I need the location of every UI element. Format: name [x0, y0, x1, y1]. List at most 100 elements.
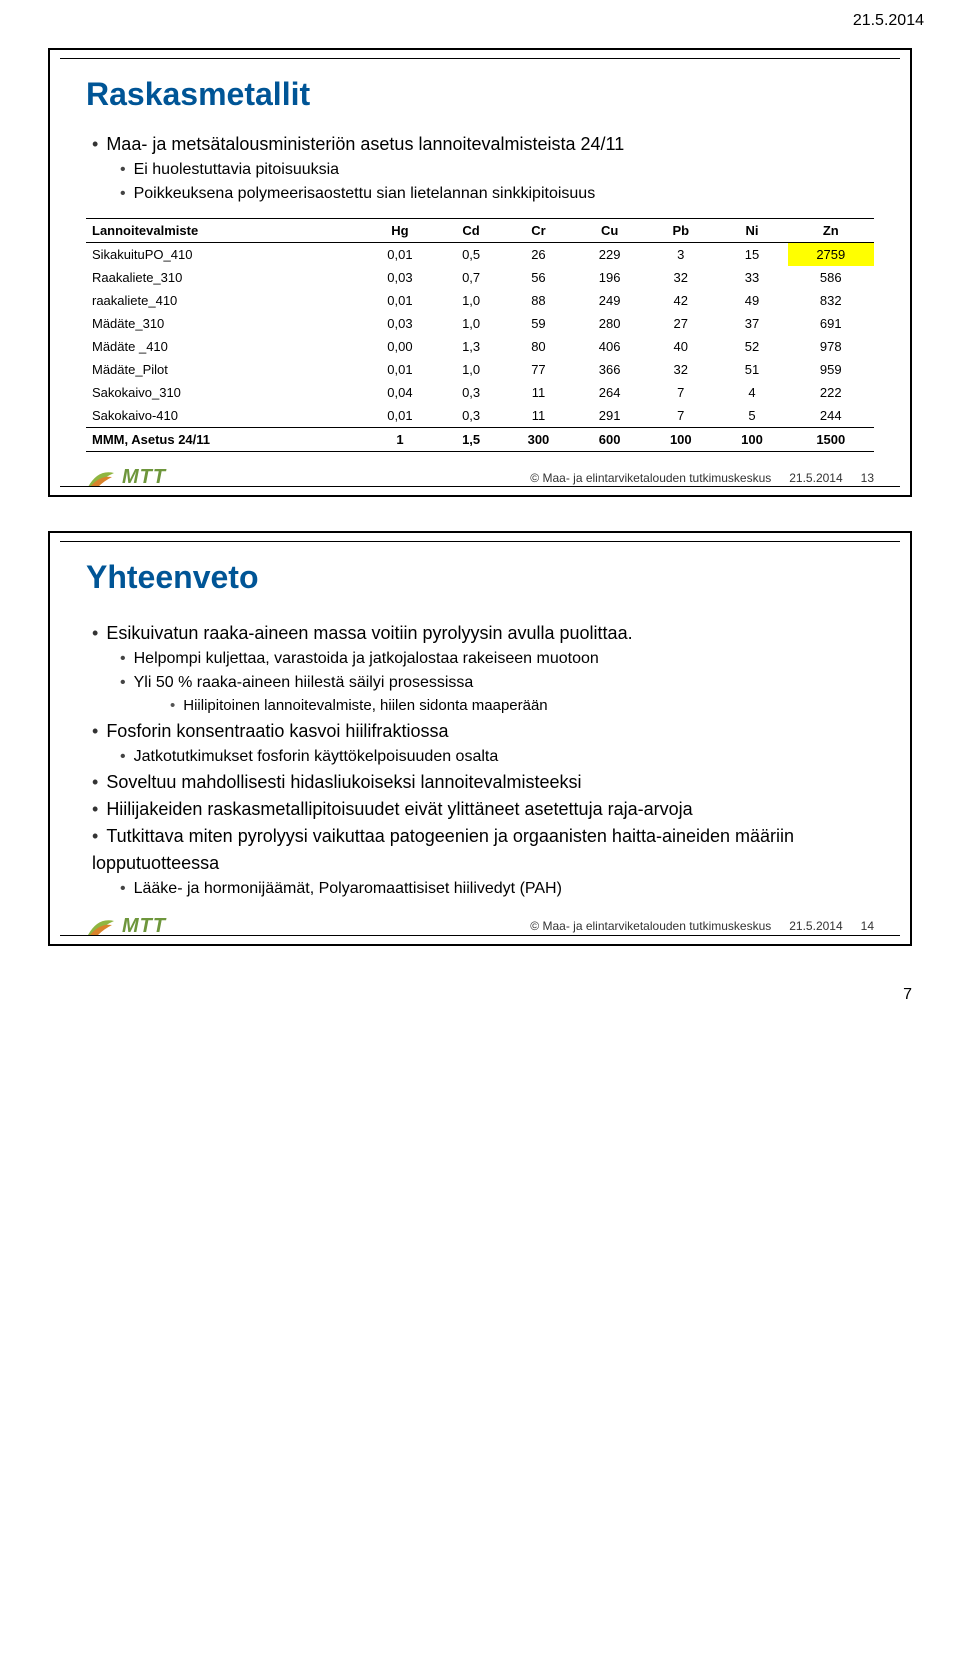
table-cell: 100	[716, 428, 787, 452]
table-cell: 7	[645, 404, 716, 428]
table-row: MMM, Asetus 24/1111,53006001001001500	[86, 428, 874, 452]
table-cell: 0,01	[361, 404, 440, 428]
table-cell: 26	[503, 243, 574, 267]
table-cell: 300	[503, 428, 574, 452]
table-cell: 1500	[788, 428, 874, 452]
slide-yhteenveto: Yhteenveto Esikuivatun raaka-aineen mass…	[48, 531, 912, 946]
slide2-bullets: Esikuivatun raaka-aineen massa voitiin p…	[86, 620, 874, 901]
table-cell: MMM, Asetus 24/11	[86, 428, 361, 452]
table-cell: 42	[645, 289, 716, 312]
table-cell: 0,7	[439, 266, 503, 289]
table-row: Mädäte_Pilot0,011,0773663251959	[86, 358, 874, 381]
table-header: Cr	[503, 219, 574, 243]
table-cell: 2759	[788, 243, 874, 267]
table-row: SikakuituPO_4100,010,5262293152759	[86, 243, 874, 267]
table-cell: 978	[788, 335, 874, 358]
rule-bottom	[60, 486, 900, 487]
table-cell: 406	[574, 335, 645, 358]
table-cell: 77	[503, 358, 574, 381]
table-cell: 15	[716, 243, 787, 267]
table-cell: 3	[645, 243, 716, 267]
bullet-text: Esikuivatun raaka-aineen massa voitiin p…	[106, 623, 632, 643]
footer-copyright: © Maa- ja elintarviketalouden tutkimuske…	[530, 919, 771, 933]
bullet-text: Ei huolestuttavia pitoisuuksia	[134, 161, 339, 178]
table-cell: 51	[716, 358, 787, 381]
table-cell: 600	[574, 428, 645, 452]
table-cell: 11	[503, 404, 574, 428]
table-cell: 832	[788, 289, 874, 312]
slide-number: 13	[861, 471, 874, 485]
table-cell: 222	[788, 381, 874, 404]
table-cell: Sakokaivo-410	[86, 404, 361, 428]
table-cell: 7	[645, 381, 716, 404]
footer-date: 21.5.2014	[789, 919, 842, 933]
table-cell: 1,3	[439, 335, 503, 358]
table-header: Cd	[439, 219, 503, 243]
bullet-text: Tutkittava miten pyrolyysi vaikuttaa pat…	[92, 826, 794, 873]
bullet-text: Fosforin konsentraatio kasvoi hiilifrakt…	[106, 721, 448, 741]
table-header: Cu	[574, 219, 645, 243]
table-cell: 32	[645, 358, 716, 381]
table-cell: 0,3	[439, 404, 503, 428]
table-cell: 1,0	[439, 289, 503, 312]
table-cell: 0,5	[439, 243, 503, 267]
table-header: Hg	[361, 219, 440, 243]
table-row: raakaliete_4100,011,0882494249832	[86, 289, 874, 312]
table-cell: 366	[574, 358, 645, 381]
bullet-text: Lääke- ja hormonijäämät, Polyaromaattisi…	[134, 880, 562, 897]
bullet-text: Poikkeuksena polymeerisaostettu sian lie…	[134, 185, 596, 202]
table-cell: 291	[574, 404, 645, 428]
table-row: Raakaliete_3100,030,7561963233586	[86, 266, 874, 289]
table-header: Zn	[788, 219, 874, 243]
table-cell: 4	[716, 381, 787, 404]
table-cell: 100	[645, 428, 716, 452]
table-cell: 40	[645, 335, 716, 358]
table-cell: 11	[503, 381, 574, 404]
table-cell: 586	[788, 266, 874, 289]
bullet-text: Helpompi kuljettaa, varastoida ja jatkoj…	[134, 650, 599, 667]
table-cell: 56	[503, 266, 574, 289]
table-cell: 52	[716, 335, 787, 358]
table-cell: 88	[503, 289, 574, 312]
rule-top	[60, 58, 900, 59]
table-cell: 80	[503, 335, 574, 358]
table-cell: 32	[645, 266, 716, 289]
table-cell: 691	[788, 312, 874, 335]
table-cell: 1,0	[439, 358, 503, 381]
slide2-title: Yhteenveto	[86, 559, 874, 596]
table-cell: 249	[574, 289, 645, 312]
rule-top	[60, 541, 900, 542]
table-cell: 0,01	[361, 289, 440, 312]
table-cell: 0,03	[361, 312, 440, 335]
table-cell: 0,00	[361, 335, 440, 358]
table-cell: Sakokaivo_310	[86, 381, 361, 404]
table-cell: Mädäte _410	[86, 335, 361, 358]
table-cell: 1,5	[439, 428, 503, 452]
table-cell: 280	[574, 312, 645, 335]
table-cell: 0,01	[361, 243, 440, 267]
table-cell: 27	[645, 312, 716, 335]
bullet-text: Hiilijakeiden raskasmetallipitoisuudet e…	[106, 799, 692, 819]
table-header: Ni	[716, 219, 787, 243]
table-row: Mädäte _4100,001,3804064052978	[86, 335, 874, 358]
table-header: Lannoitevalmiste	[86, 219, 361, 243]
table-cell: 1	[361, 428, 440, 452]
bullet-text: Maa- ja metsätalousministeriön asetus la…	[106, 134, 624, 154]
page-number: 7	[0, 980, 960, 1024]
slide-number: 14	[861, 919, 874, 933]
table-cell: 959	[788, 358, 874, 381]
table-cell: 0,3	[439, 381, 503, 404]
bullet-text: Soveltuu mahdollisesti hidasliukoiseksi …	[106, 772, 581, 792]
table-cell: 59	[503, 312, 574, 335]
table-row: Sakokaivo-4100,010,31129175244	[86, 404, 874, 428]
table-cell: Mädäte_310	[86, 312, 361, 335]
table-cell: raakaliete_410	[86, 289, 361, 312]
table-row: Sakokaivo_3100,040,31126474222	[86, 381, 874, 404]
slide-raskasmetallit: Raskasmetallit Maa- ja metsätalousminist…	[48, 48, 912, 497]
page-header-date: 21.5.2014	[0, 0, 960, 38]
table-cell: 229	[574, 243, 645, 267]
table-cell: 264	[574, 381, 645, 404]
table-header: Pb	[645, 219, 716, 243]
table-cell: SikakuituPO_410	[86, 243, 361, 267]
footer-copyright: © Maa- ja elintarviketalouden tutkimuske…	[530, 471, 771, 485]
